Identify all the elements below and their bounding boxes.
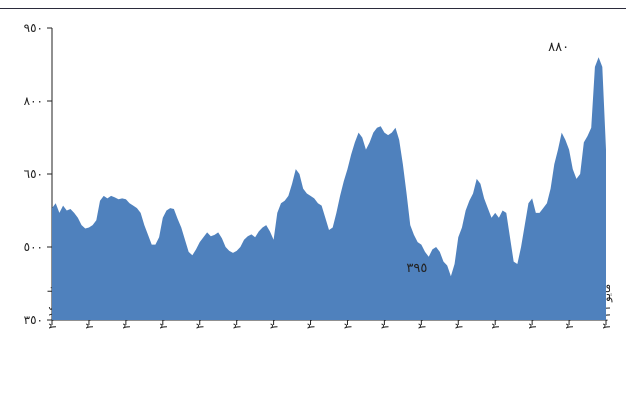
y-tick-label: ٩٥٠: [24, 21, 43, 35]
data-area: [52, 57, 606, 320]
y-tick-label: ٨٠٠: [24, 94, 43, 108]
top-rule: [0, 8, 626, 9]
annotations: ٣٩٥ ٨٨٠: [406, 40, 569, 276]
min-annotation: ٣٩٥: [406, 261, 427, 276]
y-ticks: ٣٥٠ ٥٠٠ ٦٥٠ ٨٠٠ ٩٥٠: [24, 21, 52, 327]
y-tick-label: ٦٥٠: [24, 167, 43, 181]
y-axis: ٣٥٠ ٥٠٠ ٦٥٠ ٨٠٠ ٩٥٠: [24, 21, 53, 327]
y-tick-label: ٥٠٠: [24, 240, 43, 254]
max-annotation: ٨٨٠: [548, 40, 569, 55]
y-tick-label: ٣٥٠: [24, 313, 43, 327]
